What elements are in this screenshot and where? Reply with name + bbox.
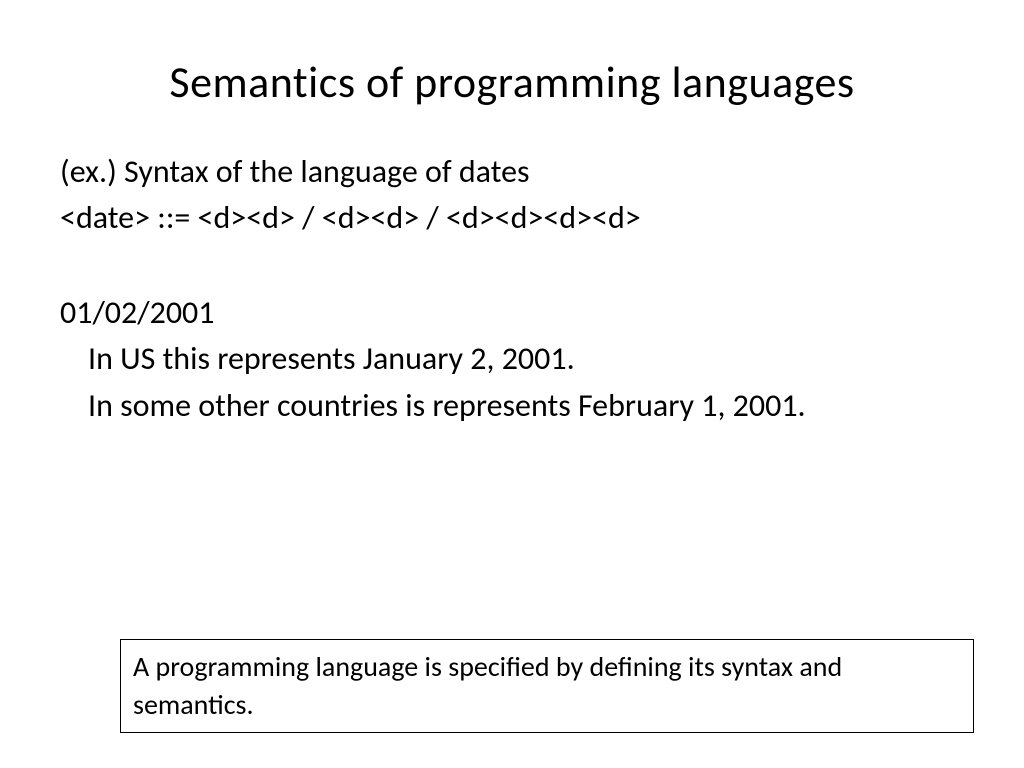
spacer [60, 242, 974, 290]
callout-text: A programming language is specified by d… [133, 649, 842, 722]
slide-body: (ex.) Syntax of the language of dates <d… [50, 149, 974, 429]
body-line-other-interpretation: In some other countries is represents Fe… [60, 383, 974, 429]
body-line-syntax-intro: (ex.) Syntax of the language of dates [60, 149, 974, 195]
callout-box: A programming language is specified by d… [120, 639, 974, 733]
body-line-us-interpretation: In US this represents January 2, 2001. [60, 336, 974, 382]
slide-title: Semantics of programming languages [50, 55, 974, 109]
body-line-date-example: 01/02/2001 [60, 290, 974, 336]
body-line-grammar-rule: <date> ::= <d><d> / <d><d> / <d><d><d><d… [60, 195, 974, 241]
